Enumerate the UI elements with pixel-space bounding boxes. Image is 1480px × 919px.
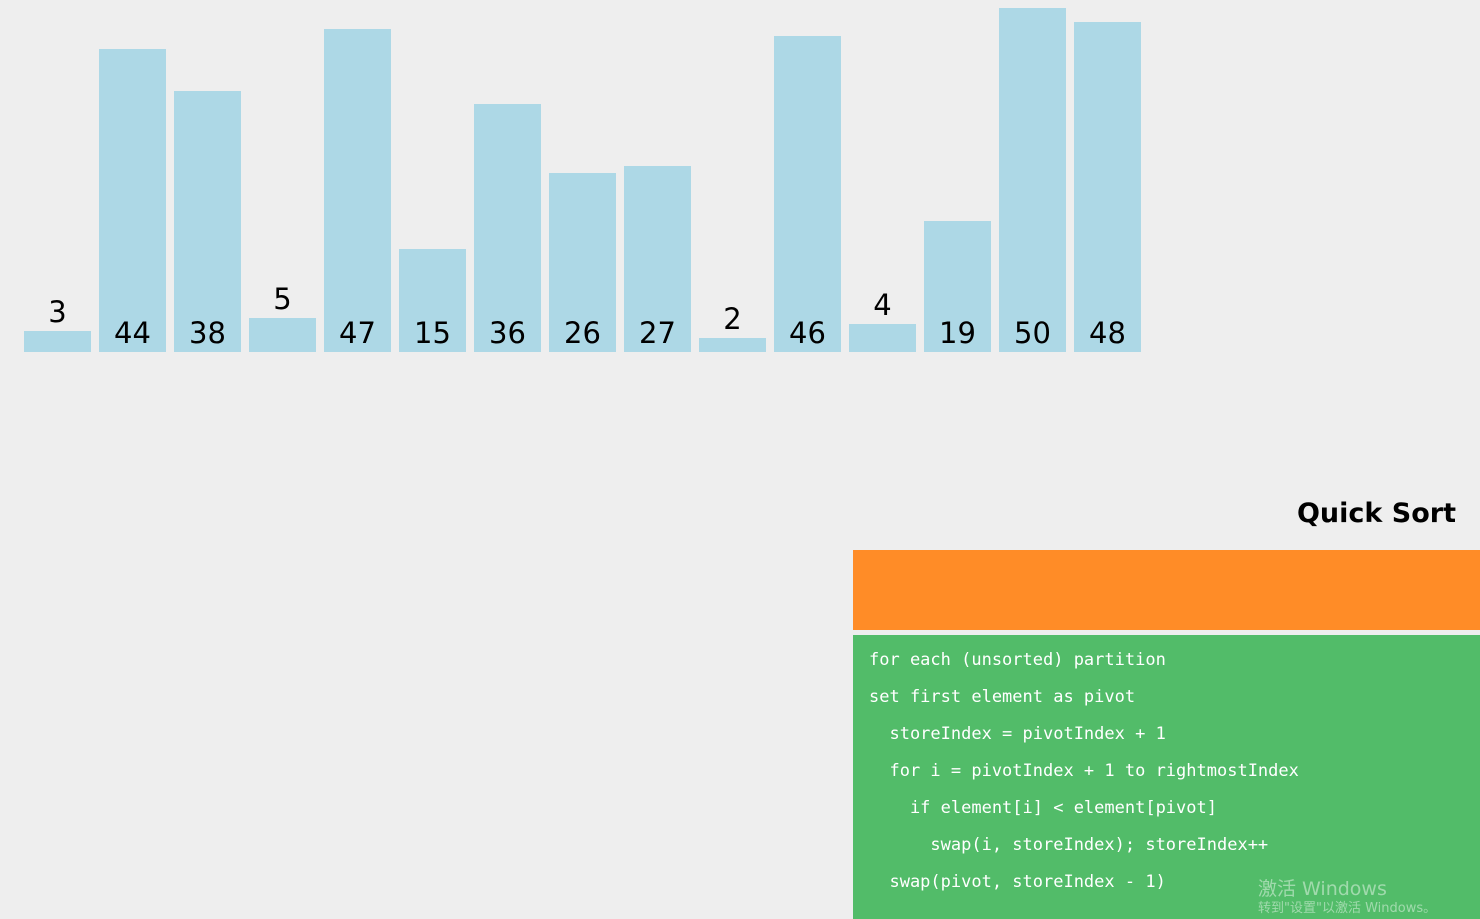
- code-line: for i = pivotIndex + 1 to rightmostIndex: [869, 761, 1299, 781]
- pseudocode-panel: for each (unsorted) partition set first …: [853, 635, 1480, 919]
- bar-value-label: 19: [939, 316, 976, 350]
- bar: [24, 331, 91, 352]
- bar: [699, 338, 766, 352]
- bar-value-label: 26: [564, 316, 601, 350]
- bar: [624, 166, 691, 352]
- bar-value-label: 44: [114, 316, 151, 350]
- bar-value-label: 5: [273, 282, 292, 316]
- code-line: swap(pivot, storeIndex - 1): [869, 872, 1166, 892]
- bar-value-label: 36: [489, 316, 526, 350]
- bar-chart: 3 44 38 5 47 15 36 26 27 2 46 4 19 50 48: [0, 0, 1480, 360]
- bar: [399, 249, 466, 352]
- bar-value-label: 50: [1014, 316, 1051, 350]
- bar: [99, 49, 166, 352]
- code-line: set first element as pivot: [869, 687, 1136, 707]
- code-line: storeIndex = pivotIndex + 1: [869, 724, 1166, 744]
- code-line: if element[i] < element[pivot]: [869, 798, 1217, 818]
- bar-value-label: 4: [873, 288, 892, 322]
- bar-value-label: 48: [1089, 316, 1126, 350]
- bar-value-label: 46: [789, 316, 826, 350]
- bar: [999, 8, 1066, 352]
- page-title: Quick Sort: [1296, 498, 1456, 529]
- status-panel: [853, 550, 1480, 630]
- bar-value-label: 3: [48, 295, 67, 329]
- bar-value-label: 38: [189, 316, 226, 350]
- bar: [549, 173, 616, 352]
- bar-value-label: 47: [339, 316, 376, 350]
- code-line: for each (unsorted) partition: [869, 650, 1166, 670]
- bar: [1074, 22, 1141, 352]
- bar-value-label: 15: [414, 316, 451, 350]
- bar: [174, 91, 241, 352]
- bar: [324, 29, 391, 352]
- bar: [249, 318, 316, 352]
- bar-value-label: 2: [723, 302, 742, 336]
- bar: [924, 221, 991, 352]
- bar: [849, 324, 916, 352]
- bar: [774, 36, 841, 352]
- code-line: swap(i, storeIndex); storeIndex++: [869, 835, 1269, 855]
- bar: [474, 104, 541, 352]
- bar-value-label: 27: [639, 316, 676, 350]
